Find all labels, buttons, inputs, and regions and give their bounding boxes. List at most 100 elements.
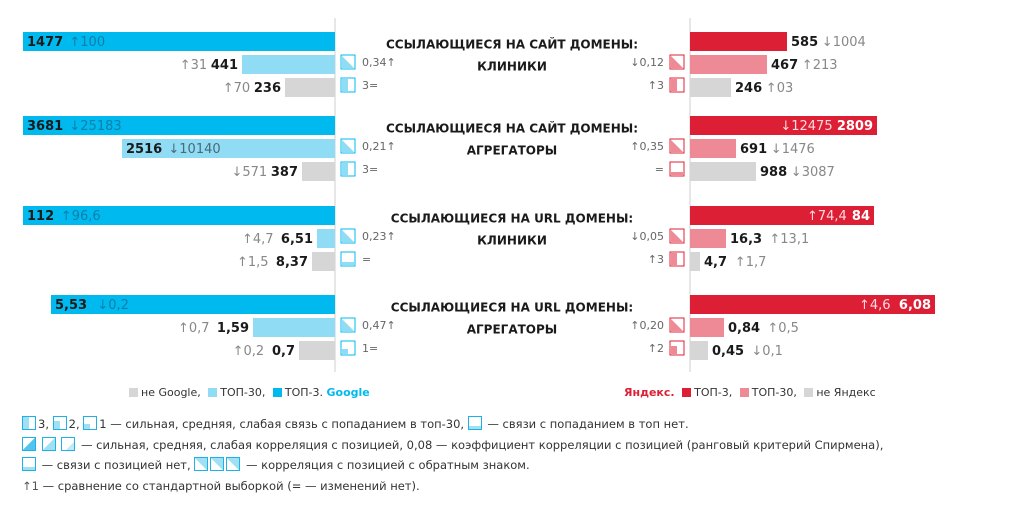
google-icon-text-3-1: 0,23↑ — [362, 230, 396, 243]
yandex-change-2-3: ↓3087 — [791, 165, 835, 180]
yandex-bar-2-1 — [690, 116, 877, 135]
google-icon-2-2-level — [342, 163, 348, 175]
reverse-correlation-icon-3 — [226, 457, 241, 471]
google-bar-4-2 — [253, 318, 335, 337]
note-line-1-text2: — связи с попаданием в топ нет. — [487, 417, 689, 431]
weak-link-icon — [83, 416, 98, 430]
google-icon-text-4-2: 1= — [362, 342, 378, 355]
yandex-bar-1-3 — [690, 78, 731, 97]
google-change-2-3: ↓571 — [231, 165, 267, 180]
google-value-1-2: 441 — [211, 58, 238, 73]
google-icon-1-1 — [340, 54, 356, 70]
yandex-icon-3-2 — [669, 251, 685, 267]
google-change-3-3: ↑1,5 — [237, 255, 269, 270]
yandex-bar-1-2 — [690, 55, 767, 74]
yandex-change-1-2: ↑213 — [802, 58, 838, 73]
yandex-icon-2-1-triangle — [671, 140, 683, 152]
yandex-top30-swatch — [739, 388, 749, 397]
yandex-change-3-3: ↑1,7 — [735, 255, 767, 270]
yandex-bar-2-2 — [690, 139, 736, 158]
note-line-1: 3, 2, 1 — сильная, средняя, слабая связь… — [22, 414, 883, 435]
yandex-icon-1-2-level — [671, 79, 677, 91]
google-bar-1-2 — [242, 55, 335, 74]
yandex-icon-text-4-2: ↑2 — [648, 342, 664, 355]
yandex-bar-4-1 — [690, 295, 935, 314]
yandex-change-1-3: ↑03 — [766, 81, 793, 96]
yandex-icon-text-3-1: ↓0,05 — [630, 230, 664, 243]
google-bar-2-3 — [302, 162, 335, 181]
yandex-value-4-1: 6,08 — [899, 298, 931, 313]
top30-swatch — [208, 388, 218, 397]
yandex-bar-3-2 — [690, 229, 726, 248]
yandex-icon-text-4-1: ↑0,20 — [630, 319, 664, 332]
note-line-3-text2: — корреляция с позицией с обратным знако… — [245, 458, 530, 472]
notes: 3, 2, 1 — сильная, средняя, слабая связь… — [22, 414, 883, 496]
google-change-1-1: ↑100 — [69, 35, 105, 50]
yandex-icon-4-1-triangle — [671, 319, 683, 331]
google-icon-1-1-triangle — [342, 56, 354, 68]
note-line-4: ↑1 — сравнение со стандартной выборкой (… — [22, 476, 883, 497]
yandex-icon-text-2-1: ↑0,35 — [630, 140, 664, 153]
note-num-1: 1 — [99, 417, 107, 431]
google-bar-3-2 — [317, 229, 335, 248]
yandex-change-4-3: ↓0,1 — [751, 344, 783, 359]
medium-correlation-icon — [41, 436, 56, 451]
yandex-change-4-1: ↑4,6 — [859, 298, 891, 313]
legend-google-brand: Google — [326, 386, 370, 399]
yandex-value-2-2: 691 — [740, 142, 767, 157]
yandex-icon-text-1-1: ↓0,12 — [630, 56, 664, 69]
block-title-2: ССЫЛАЮЩИЕСЯ НА САЙТ ДОМЕНЫ: — [386, 121, 638, 136]
google-icon-3-1 — [340, 228, 356, 244]
google-icon-1-2-level — [342, 79, 348, 91]
yandex-value-3-2: 16,3 — [730, 232, 762, 247]
yandex-icon-2-2-level — [671, 172, 683, 175]
note-line-3: — связи с позицией нет, — корреляция с п… — [22, 455, 883, 476]
yandex-icon-3-2-level — [671, 253, 677, 265]
yandex-icon-4-1 — [669, 317, 685, 333]
block-subtitle-3: КЛИНИКИ — [477, 234, 547, 248]
google-bar-3-3 — [312, 252, 335, 271]
google-change-3-2: ↑4,7 — [242, 232, 274, 247]
legend-yandex-top3: ТОП-3, — [694, 386, 733, 399]
yandex-top3-swatch — [682, 388, 692, 397]
google-value-3-3: 8,37 — [276, 255, 308, 270]
legend-yandex-brand: Яндекс. — [624, 386, 675, 399]
yandex-icon-4-2-level — [671, 346, 677, 354]
yandex-legend: Яндекс. ТОП-3, ТОП-30, не Яндекс — [624, 386, 876, 399]
block-subtitle-2: АГРЕГАТОРЫ — [467, 144, 557, 158]
note-arrow: ↑1 — [22, 478, 39, 493]
google-icon-text-1-1: 0,34↑ — [362, 56, 396, 69]
yandex-change-4-2: ↑0,5 — [767, 321, 799, 336]
yandex-value-3-3: 4,7 — [704, 255, 727, 270]
yandex-value-4-2: 0,84 — [728, 321, 760, 336]
no-correlation-icon — [22, 457, 36, 471]
google-icon-text-2-2: 3= — [362, 163, 378, 176]
google-icon-2-1-triangle — [342, 140, 354, 152]
google-icon-4-1-triangle — [342, 319, 354, 331]
google-bar-4-1 — [51, 295, 335, 314]
google-value-4-3: 0,7 — [272, 344, 295, 359]
chart: ССЫЛАЮЩИЕСЯ НА САЙТ ДОМЕНЫ: КЛИНИКИ 1477 ↑1… — [23, 18, 935, 372]
yandex-icon-3-1 — [669, 228, 685, 244]
yandex-bar-3-1 — [690, 206, 874, 225]
block-subtitle-1: КЛИНИКИ — [477, 60, 547, 74]
google-bar-3-1 — [23, 206, 335, 225]
yandex-value-1-2: 467 — [771, 58, 798, 73]
google-value-3-1: 112 — [27, 209, 54, 224]
yandex-change-3-1: ↑74,4 — [807, 209, 847, 224]
legend-not-yandex: не Яндекс — [816, 386, 876, 399]
yandex-value-1-1: 585 — [791, 35, 818, 50]
yandex-value-2-1: 2809 — [837, 119, 873, 134]
google-value-4-1: 5,53 — [55, 298, 87, 313]
top3-swatch — [272, 388, 282, 397]
google-change-1-3: ↑70 — [223, 81, 250, 96]
yandex-icon-1-2 — [669, 77, 685, 93]
note-line-3-text1: — связи с позицией нет, — [41, 458, 191, 472]
google-bar-2-1 — [23, 116, 335, 135]
google-icon-3-1-triangle — [342, 230, 354, 242]
google-bar-2-2 — [122, 139, 335, 158]
yandex-icon-3-1-triangle — [671, 230, 683, 242]
reverse-correlation-icon-1 — [194, 457, 209, 471]
yandex-icon-1-1 — [669, 54, 685, 70]
google-icon-4-2-level — [342, 349, 348, 354]
